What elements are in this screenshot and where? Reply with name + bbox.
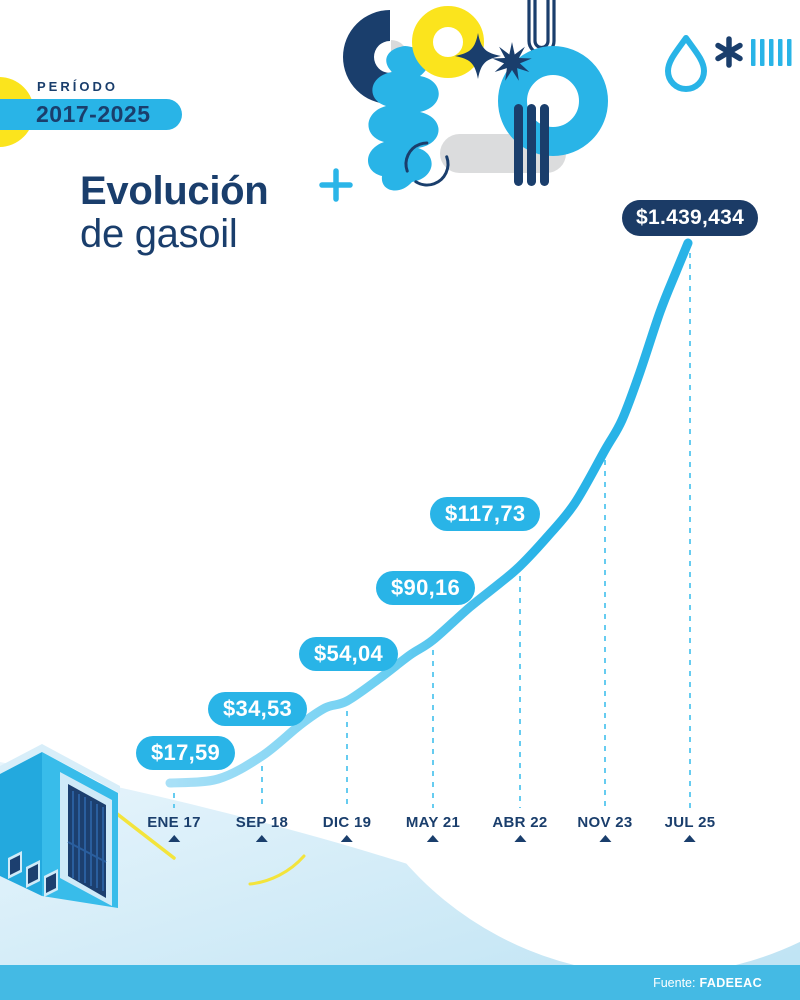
tick-triangle-icon [168,835,180,842]
source-credit: Fuente: FADEEAC [653,976,762,990]
water-drop-icon [665,35,707,92]
value-label-pill: $17,59 [136,736,236,770]
x-axis-tick-label: ABR 22 [492,814,548,831]
three-bars-shape [514,104,549,186]
half-donut-icon [343,10,390,104]
period-value-pill: 2017-2025 [0,99,182,130]
warehouse-windows [8,851,58,897]
x-axis-tick: ENE 17 [147,814,201,842]
period-value: 2017-2025 [36,101,151,127]
value-label-pill: $34,53 [208,692,308,726]
x-axis-tick: MAY 21 [406,814,460,842]
donut-icon [498,46,608,156]
squiggle-blob-shape [368,46,439,191]
x-axis-tick-label: DIC 19 [322,814,372,831]
period-label: PERÍODO [37,79,118,94]
title-line2: de gasoil [80,212,238,256]
x-axis-tick-label: MAY 21 [405,814,461,831]
value-label-pill: $54,04 [299,637,399,671]
gray-half-disc [391,40,408,74]
tick-triangle-icon [684,835,696,842]
x-axis-tick-label: ENE 17 [147,814,201,831]
value-label-pill: $117,73 [430,497,541,531]
value-label-pill: $1.439,434 [622,200,759,236]
page-title: Evolución de gasoil [80,169,269,256]
paperclip-icon [527,0,556,56]
x-axis-tick: JUL 25 [665,814,716,842]
x-axis-tick: ABR 22 [492,814,547,842]
x-axis-tick: SEP 18 [236,814,288,842]
tick-triangle-icon [427,835,439,842]
x-axis-tick-label: SEP 18 [235,814,289,831]
x-axis-tick: DIC 19 [323,814,372,842]
donut-icon [412,6,484,78]
tick-triangle-icon [256,835,268,842]
asterisk-icon [715,36,743,68]
x-axis-tick-label: NOV 23 [577,814,633,831]
source-name: FADEEAC [699,975,762,990]
source-prefix: Fuente: [653,975,696,990]
plus-icon [319,168,353,202]
gray-pill-shape [440,134,566,173]
x-axis-tick-label: JUL 25 [664,814,716,831]
yellow-arc-accent [248,854,306,886]
sparkle-icon [455,33,501,79]
x-axis-tick: NOV 23 [577,814,632,842]
tick-triangle-icon [514,835,526,842]
value-label-pill: $90,16 [376,571,476,605]
tick-triangle-icon [598,835,611,842]
title-line1: Evolución [80,169,269,213]
starburst-icon [492,42,532,81]
tick-triangle-icon [341,835,353,842]
tally-bars-icon [751,39,792,66]
footer-band: Fuente: FADEEAC [0,965,800,1000]
broken-ring-icon [404,141,450,187]
